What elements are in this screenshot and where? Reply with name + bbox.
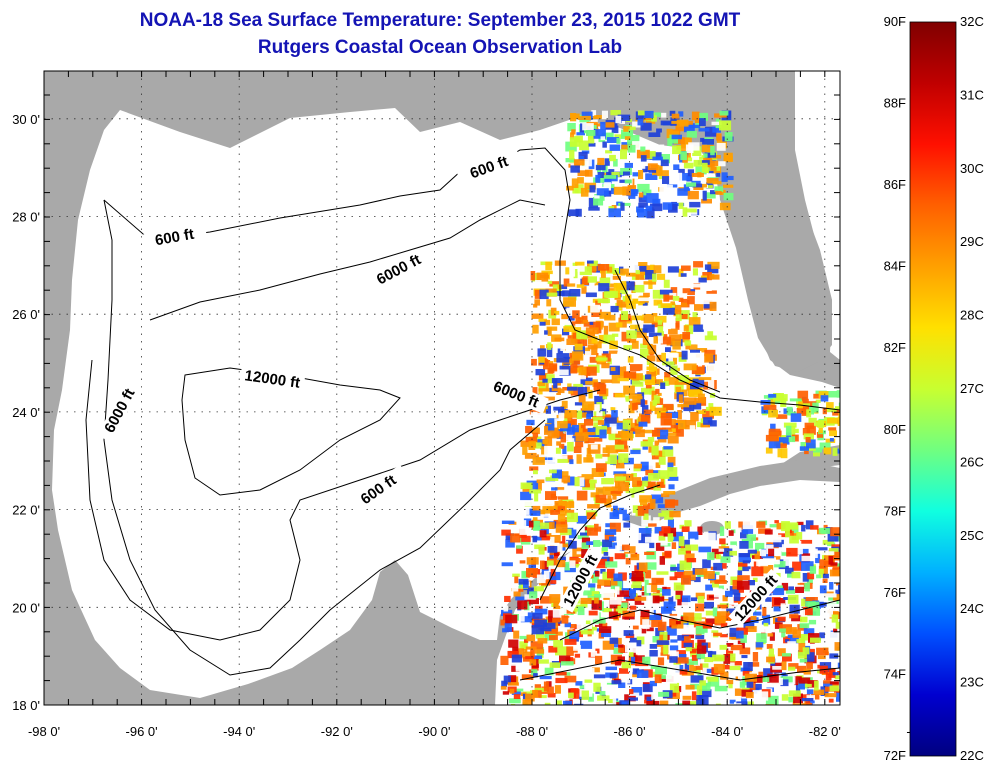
contour-label-bg <box>97 378 142 443</box>
contour-label-bg <box>728 568 784 628</box>
contour-yucatan-channel <box>539 484 661 601</box>
contour-label-bg <box>366 247 431 292</box>
longitude-label: -88 0' <box>516 724 548 739</box>
colorbar-c-label: 30C <box>960 161 984 176</box>
longitude-label: -84 0' <box>711 724 743 739</box>
map-subtitle: Rutgers Coastal Ocean Observation Lab <box>257 37 623 58</box>
bathymetry-contours <box>85 147 840 681</box>
contour-caribbean-12000 <box>559 599 840 641</box>
longitude-label: -94 0' <box>223 724 255 739</box>
contour-6000ft-north <box>149 199 546 321</box>
map-title: NOAA-18 Sea Surface Temperature: Septemb… <box>139 10 741 31</box>
contour-florida-shelf <box>614 269 721 393</box>
latitude-label: 20 0' <box>12 600 40 615</box>
longitude-label: -92 0' <box>321 724 353 739</box>
colorbar-f-label: 86F <box>884 177 906 192</box>
contour-label-bg <box>456 148 522 186</box>
contour-label-bg <box>141 223 208 251</box>
contour-label-bg <box>347 464 410 515</box>
contour-12000ft <box>181 367 401 496</box>
colorbar-c-label: 23C <box>960 675 984 690</box>
florida-land <box>700 150 832 372</box>
longitude-label: -82 0' <box>809 724 841 739</box>
contour-label-bg <box>239 366 306 392</box>
colorbar-c-label: 24C <box>960 601 984 616</box>
colorbar-f-label: 80F <box>884 422 906 437</box>
longitude-label: -90 0' <box>418 724 450 739</box>
colorbar-c-label: 22C <box>960 748 984 763</box>
contour-label-bg <box>558 548 603 613</box>
colorbar-f-label: 74F <box>884 666 906 681</box>
latitude-label: 18 0' <box>12 698 40 713</box>
latitude-labels: 18 0' 20 0' 22 0' 24 0' 26 0' 28 0' 30 0' <box>12 112 40 713</box>
latitude-label: 24 0' <box>12 405 40 420</box>
contour-label: 600 ft <box>154 226 196 250</box>
colorbar-f-label: 88F <box>884 96 906 111</box>
colorbar-f-label: 90F <box>884 14 906 29</box>
latitude-label: 22 0' <box>12 503 40 518</box>
latitude-label: 28 0' <box>12 210 40 225</box>
longitude-label: -96 0' <box>126 724 158 739</box>
axis-ticks <box>43 71 840 706</box>
colorbar-c-label: 29C <box>960 234 984 249</box>
colorbar-f-label: 72F <box>884 748 906 763</box>
colorbar-f-label: 78F <box>884 503 906 518</box>
contour-600ft-west <box>103 199 546 676</box>
colorbar-f-label: 84F <box>884 259 906 274</box>
colorbar-celsius-labels: 32C 31C 30C 29C 28C 27C 26C 25C 24C 23C 22C <box>960 14 984 763</box>
longitude-labels: -98 0' -96 0' -94 0' -92 0' -90 0' -88 0' -86 … <box>28 724 939 739</box>
colorbar-c-label: 31C <box>960 87 984 102</box>
colorbar-c-label: 25C <box>960 528 984 543</box>
colorbar-c-label: 26C <box>960 454 984 469</box>
island-juventud <box>700 521 724 535</box>
contour-caribbean-2 <box>519 659 840 681</box>
colorbar-f-label: 82F <box>884 340 906 355</box>
longitude-label: -98 0' <box>28 724 60 739</box>
colorbar <box>909 21 957 757</box>
colorbar-c-label: 32C <box>960 14 984 29</box>
graticule <box>44 71 840 705</box>
colorbar-f-label: 76F <box>884 585 906 600</box>
contour-6000ft <box>85 359 601 641</box>
longitude-label: -86 0' <box>614 724 646 739</box>
colorbar-fahrenheit-labels: 90F 88F 86F 84F 82F 80F 78F 76F 74F 72F <box>884 14 906 763</box>
colorbar-c-label: 28C <box>960 308 984 323</box>
gulf-water <box>52 108 840 698</box>
contour-600ft <box>103 147 840 411</box>
contour-label-bg <box>483 374 549 414</box>
latitude-label: 30 0' <box>12 112 40 127</box>
colorbar-c-label: 27C <box>960 381 984 396</box>
latitude-label: 26 0' <box>12 307 40 322</box>
